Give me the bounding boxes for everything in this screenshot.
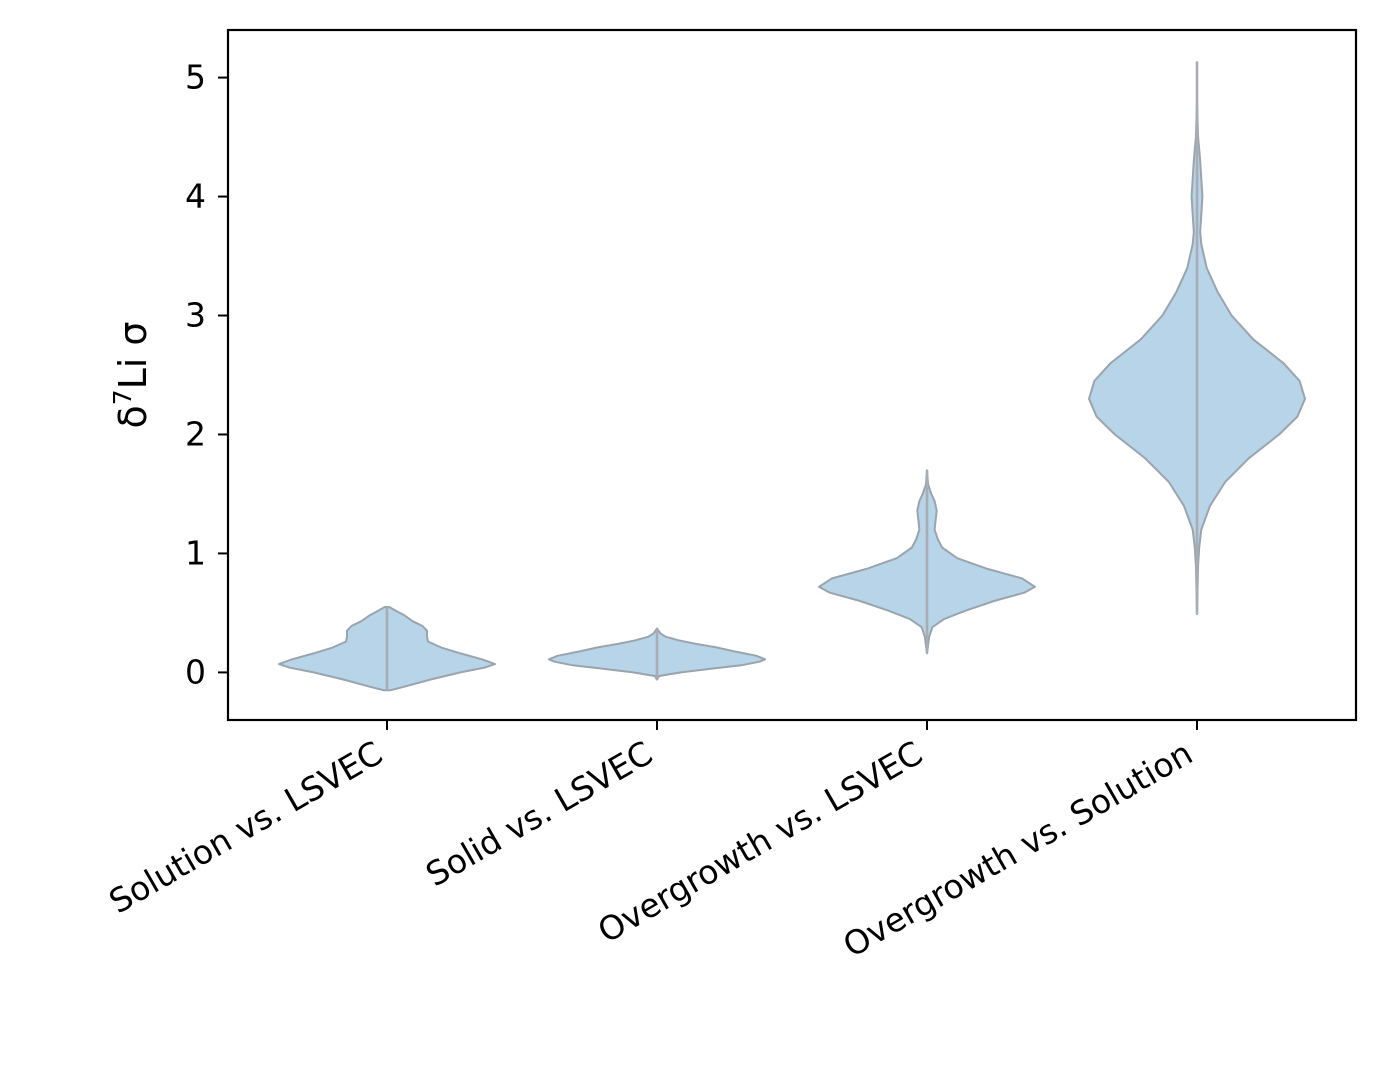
- y-axis: 0 1 2 3 4 5: [185, 58, 228, 691]
- y-tick-label-5: 5: [185, 58, 206, 97]
- y-axis-label-superscript: 7: [108, 389, 137, 405]
- y-tick-label-0: 0: [185, 652, 206, 691]
- violin-group: [278, 61, 1306, 692]
- x-axis: Solution vs. LSVEC Solid vs. LSVECOvergro…: [102, 720, 1199, 965]
- x-tick-label-1: Solution vs. LSVEC: [102, 733, 389, 921]
- plot-frame: [226, 28, 1358, 722]
- y-axis-label-delta: δ: [111, 405, 155, 428]
- y-axis-label: δ7Li σ: [108, 321, 155, 428]
- y-tick-label-2: 2: [185, 414, 206, 453]
- y-tick-label-1: 1: [185, 533, 206, 572]
- y-tick-label-4: 4: [185, 177, 206, 216]
- y-tick-label-3: 3: [185, 296, 206, 335]
- x-tick-label-2: Solid vs. LSVEC: [419, 733, 659, 894]
- y-axis-label-rest: Li σ: [111, 321, 155, 389]
